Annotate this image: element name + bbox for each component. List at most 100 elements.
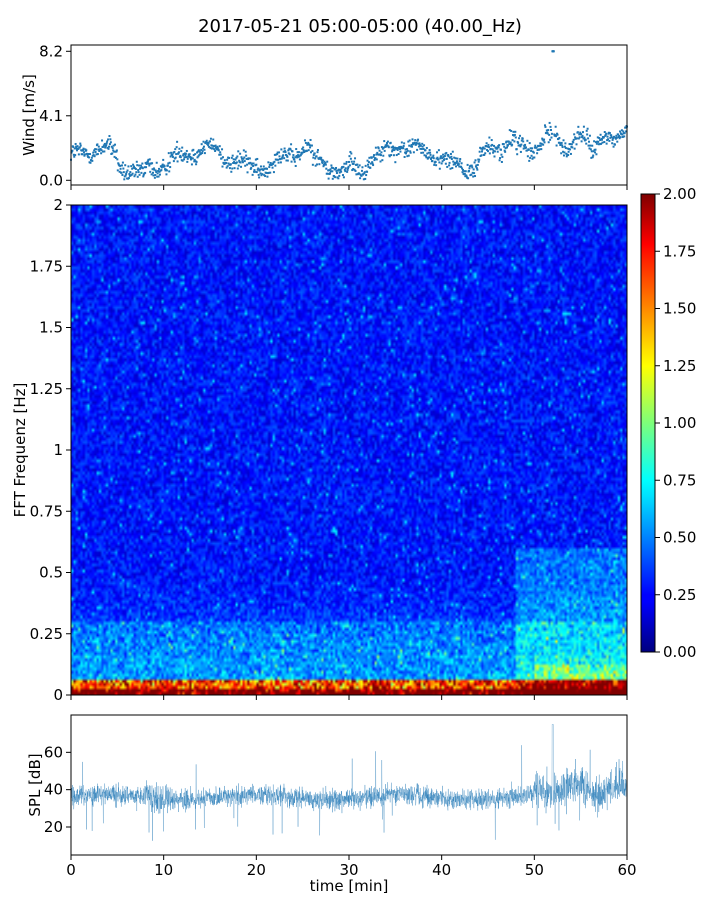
wind-point (91, 159, 94, 162)
wind-point (390, 154, 393, 157)
wind-point (153, 168, 156, 171)
wind-point (402, 147, 405, 150)
wind-point (382, 146, 385, 149)
wind-point (352, 162, 355, 165)
wind-point (422, 151, 425, 154)
wind-point (490, 139, 493, 142)
wind-point (167, 162, 170, 165)
wind-point (190, 163, 193, 166)
wind-point (561, 144, 564, 147)
wind-point (135, 171, 138, 174)
wind-point (574, 136, 577, 139)
wind-point (278, 155, 281, 158)
wind-point (366, 159, 369, 162)
wind-point (106, 140, 109, 143)
wind-point (394, 161, 397, 164)
wind-point (273, 160, 276, 163)
wind-point (253, 170, 256, 173)
wind-point (594, 151, 597, 154)
wind-point (240, 165, 243, 168)
wind-point (453, 161, 456, 164)
colorbar-tick-label: 2.00 (663, 185, 696, 203)
wind-point (102, 145, 105, 148)
wind-point (424, 149, 427, 152)
wind-point (267, 171, 270, 174)
wind-point (483, 153, 486, 156)
wind-point (266, 175, 269, 178)
wind-point (163, 165, 166, 168)
wind-point (113, 150, 116, 153)
wind-point (487, 150, 489, 153)
wind-point (482, 146, 485, 149)
wind-point (170, 151, 173, 154)
wind-point (202, 140, 205, 143)
wind-point (316, 163, 319, 166)
wind-point (474, 175, 477, 178)
wind-point (245, 157, 248, 160)
wind-point (589, 144, 592, 147)
wind-point (119, 167, 122, 170)
wind-point (521, 137, 524, 140)
wind-point (150, 173, 153, 176)
wind-point (550, 136, 553, 139)
colorbar-tick-label: 0.50 (663, 529, 696, 547)
wind-point (138, 173, 141, 176)
wind-point (543, 124, 546, 127)
wind-point (562, 150, 565, 153)
wind-point (292, 154, 295, 157)
wind-point (408, 144, 411, 147)
wind-point (272, 171, 275, 174)
wind-point (425, 156, 428, 159)
wind-point (486, 149, 489, 152)
wind-point (366, 163, 369, 166)
wind-point (140, 171, 143, 174)
wind-point (592, 150, 595, 153)
wind-point (281, 156, 284, 159)
wind-point (77, 153, 80, 156)
wind-point (477, 160, 480, 163)
wind-point (244, 150, 247, 153)
wind-point (147, 162, 150, 165)
wind-point (514, 130, 517, 133)
wind-point (581, 136, 584, 139)
wind-point (617, 136, 620, 139)
wind-point (233, 161, 236, 164)
spl-x-tick-label: 10 (154, 861, 173, 879)
wind-point (122, 167, 125, 170)
wind-point (203, 148, 206, 151)
wind-point (73, 155, 76, 158)
wind-point (277, 158, 280, 161)
wind-point (362, 178, 365, 181)
wind-point (566, 147, 569, 150)
wind-point (188, 153, 191, 156)
wind-point (442, 153, 445, 156)
wind-point (76, 145, 79, 148)
wind-point (90, 156, 93, 159)
wind-point (463, 172, 466, 175)
wind-point (221, 156, 224, 159)
wind-point (322, 159, 325, 162)
wind-scatter (70, 50, 628, 181)
wind-point (293, 158, 296, 161)
wind-point (321, 161, 324, 164)
wind-point (174, 156, 177, 159)
wind-point (332, 167, 335, 170)
wind-point (166, 164, 169, 167)
wind-point (567, 154, 570, 157)
wind-point (571, 146, 574, 149)
wind-point (337, 168, 340, 171)
wind-point (461, 171, 464, 174)
wind-point (154, 169, 157, 172)
wind-point (423, 144, 426, 147)
wind-point (242, 157, 245, 160)
wind-point (428, 149, 431, 152)
wind-point (492, 151, 495, 154)
colorbar-tick-label: 0.00 (663, 643, 696, 661)
wind-point (298, 158, 301, 161)
wind-point (268, 166, 271, 169)
wind-point (444, 162, 447, 165)
wind-point (355, 173, 358, 176)
wind-point (101, 139, 104, 142)
wind-point (531, 147, 534, 150)
wind-point (577, 137, 580, 140)
